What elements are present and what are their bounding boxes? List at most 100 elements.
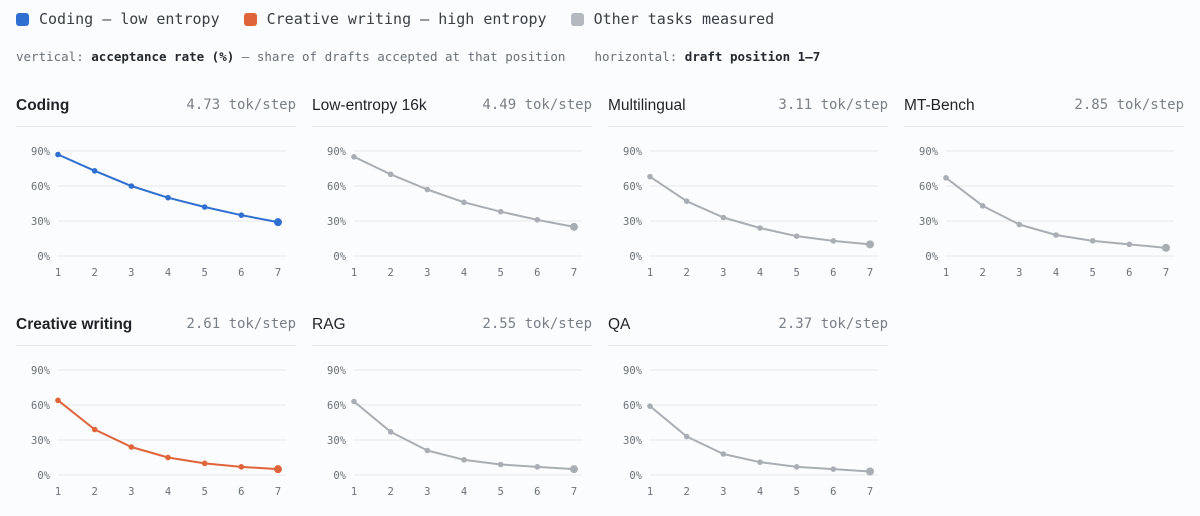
data-point (1126, 241, 1133, 248)
panel-divider (312, 345, 592, 346)
chart-title: Low-entropy 16k (312, 97, 427, 114)
panel-divider (608, 345, 888, 346)
y-tick-label: 90% (31, 146, 51, 158)
vertical-key: vertical: (16, 49, 84, 64)
data-point (1089, 238, 1096, 244)
x-tick-label: 5 (1090, 267, 1096, 279)
data-point (274, 218, 282, 227)
legend: Coding — low entropy Creative writing — … (16, 10, 774, 28)
tokens-per-step: 2.61 tok/step (186, 316, 296, 332)
legend-item-coding: Coding — low entropy (16, 10, 220, 28)
x-tick-label: 3 (128, 267, 134, 279)
data-point (1053, 232, 1059, 238)
data-point (238, 464, 245, 470)
data-point (461, 199, 467, 206)
data-point (757, 459, 763, 465)
data-point (534, 464, 541, 470)
vertical-desc: — share of drafts accepted at that posit… (241, 49, 566, 64)
x-tick-label: 2 (92, 486, 98, 498)
chart-panel: QA 2.37 tok/step 0% 30% 60% 90% 1 2 3 4 5 6 7 (608, 316, 888, 516)
chart-panel: MT-Bench 2.85 tok/step 0% 30% 60% 90% 1 2 3 4 5 6 7 (904, 97, 1184, 297)
data-point (165, 454, 171, 461)
data-point (91, 168, 98, 174)
series-line (353, 155, 575, 228)
x-tick-label: 7 (571, 486, 577, 498)
data-point (424, 186, 431, 193)
y-tick-label: 60% (31, 181, 51, 193)
x-tick-label: 1 (55, 267, 61, 279)
x-tick-label: 3 (720, 486, 726, 498)
data-point (274, 465, 282, 474)
x-tick-label: 1 (55, 486, 61, 498)
chart-title: QA (608, 316, 631, 333)
x-tick-label: 4 (757, 267, 763, 279)
chart-svg: 0% 30% 60% 90% 1 2 3 4 5 6 7 (31, 365, 286, 498)
chart-title: Creative writing (16, 316, 133, 333)
legend-swatch-coding (16, 12, 29, 26)
horizontal-value: draft position 1–7 (684, 49, 821, 64)
legend-label-coding: Coding — low entropy (39, 10, 220, 28)
legend-item-creative: Creative writing — high entropy (243, 10, 547, 28)
y-tick-label: 90% (623, 365, 643, 377)
chart-svg: 0% 30% 60% 90% 1 2 3 4 5 6 7 (327, 365, 582, 498)
tokens-per-step: 2.37 tok/step (778, 316, 888, 332)
chart-title: RAG (312, 316, 346, 333)
panel-divider (16, 345, 296, 346)
data-point (1016, 221, 1023, 228)
y-tick-label: 30% (31, 216, 51, 228)
chart-svg: 0% 30% 60% 90% 1 2 3 4 5 6 7 (623, 146, 878, 279)
x-tick-label: 5 (498, 267, 504, 279)
data-point (165, 194, 171, 201)
data-point (201, 460, 208, 467)
data-point (757, 225, 763, 231)
series-line (57, 153, 279, 224)
data-point (979, 203, 986, 209)
x-tick-label: 7 (275, 267, 281, 279)
chart-title: Coding (16, 97, 70, 114)
data-point (497, 461, 504, 468)
chart-panel: Low-entropy 16k 4.49 tok/step 0% 30% 60% 90% 1… (312, 97, 592, 297)
chart-panel: RAG 2.55 tok/step 0% 30% 60% 90% 1 2 3 4 5 6 7 (312, 316, 592, 516)
x-tick-label: 7 (275, 486, 281, 498)
panel-divider (312, 126, 592, 127)
series-line (649, 175, 871, 246)
chart-panel: Multilingual 3.11 tok/step 0% 30% 60% 90% 1 2 3 4… (608, 97, 888, 297)
data-point (647, 173, 653, 180)
x-tick-label: 6 (534, 486, 540, 498)
x-tick-label: 4 (165, 267, 171, 279)
legend-swatch-creative (243, 12, 257, 26)
y-tick-label: 90% (623, 146, 643, 158)
data-point (830, 238, 837, 244)
panel-divider (608, 126, 888, 127)
x-tick-label: 6 (1126, 267, 1132, 279)
data-point (55, 397, 61, 404)
chart-svg: 0% 30% 60% 90% 1 2 3 4 5 6 7 (327, 146, 582, 279)
y-tick-label: 30% (919, 216, 939, 228)
y-tick-label: 60% (327, 181, 347, 193)
y-tick-label: 60% (919, 181, 939, 193)
tokens-per-step: 4.49 tok/step (482, 97, 592, 113)
x-tick-label: 5 (202, 267, 208, 279)
x-tick-label: 2 (684, 486, 690, 498)
x-tick-label: 6 (238, 267, 244, 279)
x-tick-label: 1 (351, 486, 357, 498)
data-point (866, 240, 874, 249)
x-tick-label: 6 (830, 267, 836, 279)
x-tick-label: 3 (128, 486, 134, 498)
x-tick-label: 2 (388, 486, 394, 498)
data-point (683, 433, 690, 440)
tokens-per-step: 2.55 tok/step (482, 316, 592, 332)
data-point (1162, 243, 1170, 252)
y-tick-label: 60% (623, 400, 643, 412)
data-point (128, 183, 135, 189)
x-tick-label: 2 (92, 267, 98, 279)
y-tick-label: 0% (37, 470, 50, 482)
data-point (351, 154, 357, 160)
x-tick-label: 1 (647, 267, 653, 279)
y-tick-label: 90% (31, 365, 51, 377)
chart-panel: Coding 4.73 tok/step 0% 30% 60% 90% 1 2 3 4 5 6 7 (16, 97, 296, 297)
x-tick-label: 4 (461, 486, 467, 498)
data-point (387, 171, 394, 178)
data-point (943, 175, 949, 181)
data-point (461, 457, 467, 463)
